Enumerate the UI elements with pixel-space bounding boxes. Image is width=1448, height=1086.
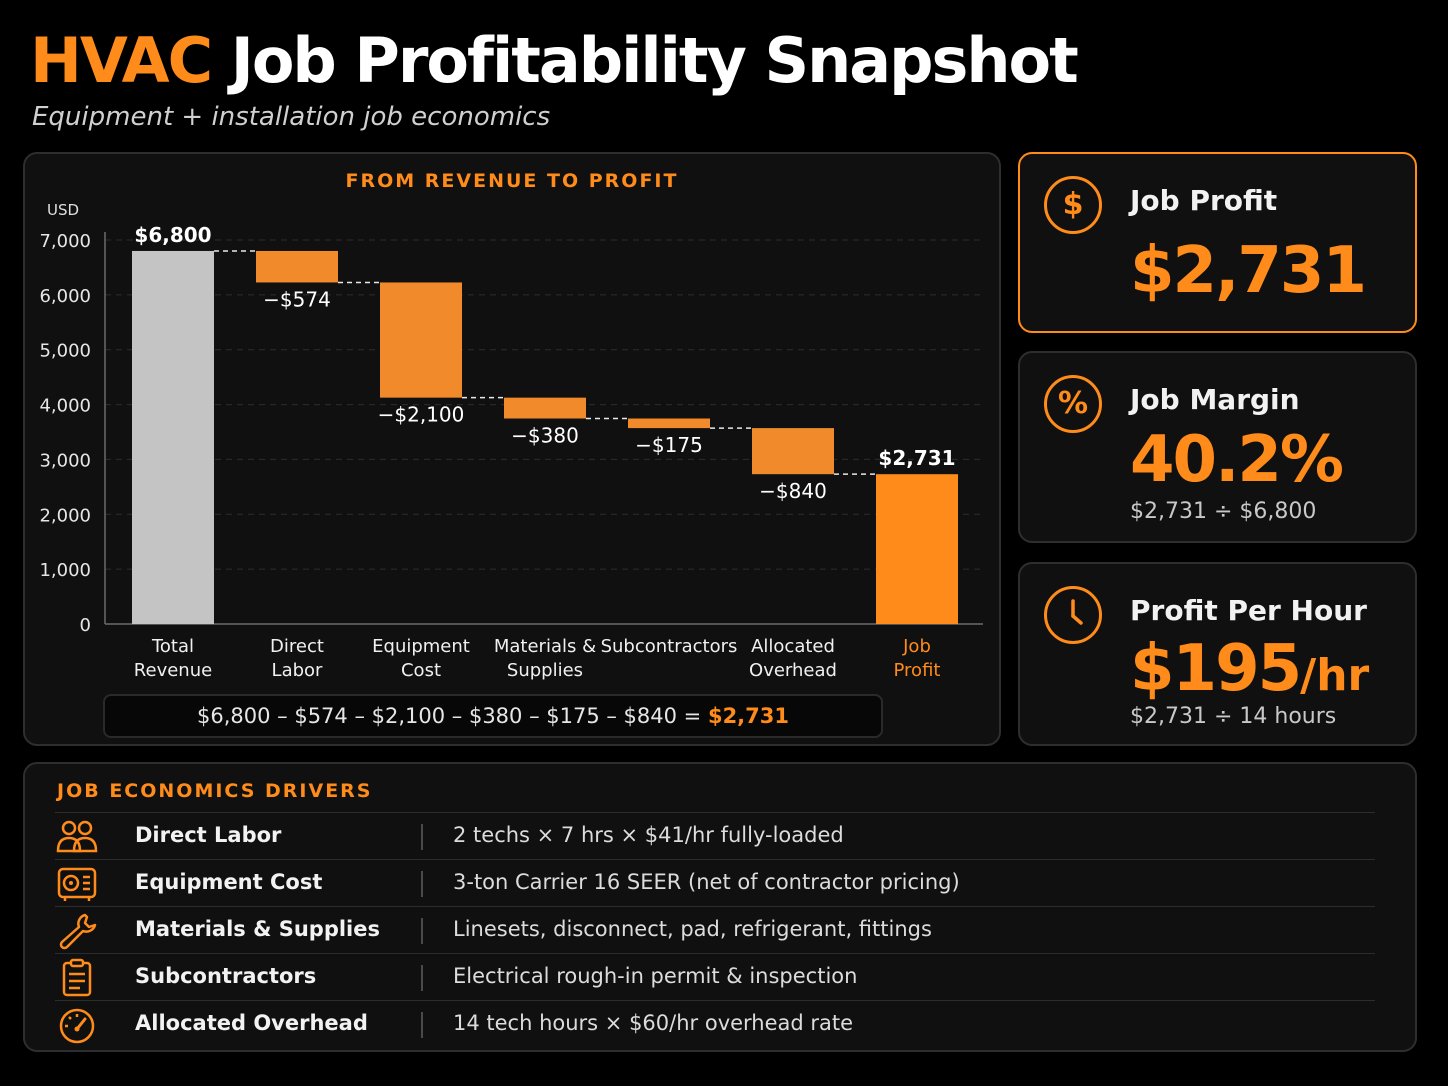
bar-allocated-overhead: [752, 428, 834, 475]
people-icon: [56, 820, 98, 853]
kpi-card-job-profit: $ Job Profit $2,731: [1018, 152, 1417, 333]
bar-direct-labor: [256, 250, 338, 283]
x-tick-label: Direct: [270, 636, 324, 657]
data-label: $2,731: [878, 446, 955, 470]
bar-materials-supplies: [504, 397, 586, 419]
data-label: $6,800: [134, 223, 211, 247]
formula-result: $2,731: [707, 704, 789, 728]
x-tick-label: Overhead: [749, 660, 837, 681]
chart-title: FROM REVENUE TO PROFIT: [345, 170, 679, 192]
driver-description: 2 techs × 7 hrs × $41/hr fully-loaded: [453, 823, 844, 847]
percent-icon: %: [1044, 375, 1102, 433]
x-tick-label: Revenue: [134, 660, 212, 681]
driver-name: Direct Labor: [135, 823, 282, 847]
y-tick-label: 7,000: [39, 231, 91, 252]
driver-row-direct-labor: Direct Labor 2 techs × 7 hrs × $41/hr fu…: [55, 812, 1375, 860]
data-label: −$2,100: [378, 403, 465, 427]
page-subtitle: Equipment + installation job economics: [32, 102, 551, 132]
kpi-label: Job Profit: [1130, 184, 1278, 217]
data-label: −$574: [263, 287, 331, 311]
y-tick-label: 3,000: [39, 450, 91, 471]
data-label: −$175: [635, 433, 703, 457]
data-label: −$840: [759, 479, 827, 503]
gauge-icon: [59, 1008, 95, 1044]
x-tick-label: Supplies: [507, 660, 583, 681]
kpi-card-profit-per-hour: Profit Per Hour $195/hr $2,731 ÷ 14 hour…: [1018, 562, 1417, 746]
page-title: HVAC Job Profitability Snapshot: [30, 24, 1079, 97]
bar-total-revenue: [132, 250, 214, 624]
divider: [421, 965, 423, 991]
driver-name: Equipment Cost: [135, 870, 323, 894]
kpi-value-number: $195: [1130, 632, 1302, 706]
title-rest: Job Profitability Snapshot: [230, 24, 1079, 97]
kpi-label: Profit Per Hour: [1130, 594, 1367, 627]
clipboard-icon: [62, 958, 92, 997]
drivers-panel: JOB ECONOMICS DRIVERS Direct Labor 2 tec…: [23, 762, 1417, 1052]
driver-name: Materials & Supplies: [135, 917, 380, 941]
kpi-subtext: $2,731 ÷ $6,800: [1130, 499, 1317, 524]
x-tick-label: Total: [151, 636, 194, 657]
wrench-icon: [59, 913, 97, 950]
x-tick-label: Labor: [272, 660, 323, 681]
waterfall-chart-panel: FROM REVENUE TO PROFIT USD 0 1,000 2,000 3,0…: [23, 152, 1001, 746]
driver-name: Allocated Overhead: [135, 1011, 368, 1035]
dollar-icon: $: [1044, 176, 1102, 234]
x-tick-label: Subcontractors: [601, 636, 738, 657]
x-tick-label: Allocated: [751, 636, 835, 657]
kpi-value: 40.2%: [1130, 423, 1344, 497]
divider: [421, 871, 423, 897]
y-tick-label: 1,000: [39, 560, 91, 581]
x-tick-label: Profit: [894, 660, 941, 681]
y-tick-label: 2,000: [39, 505, 91, 526]
title-accent: HVAC: [30, 24, 213, 97]
drivers-heading: JOB ECONOMICS DRIVERS: [57, 780, 373, 802]
driver-row-equipment-cost: Equipment Cost 3-ton Carrier 16 SEER (ne…: [55, 859, 1375, 907]
hvac-unit-icon: [57, 867, 97, 901]
y-axis-unit: USD: [47, 201, 79, 219]
kpi-value-unit: /hr: [1300, 650, 1370, 701]
driver-description: 14 tech hours × $60/hr overhead rate: [453, 1011, 854, 1035]
driver-row-subcontractors: Subcontractors Electrical rough-in permi…: [55, 953, 1375, 1001]
y-tick-label: 0: [80, 615, 91, 636]
waterfall-chart: USD 0 1,000 2,000 3,000 4,000 5,000 6,000 7,000 $…: [39, 201, 983, 681]
driver-row-overhead: Allocated Overhead 14 tech hours × $60/h…: [55, 1000, 1375, 1048]
driver-description: 3-ton Carrier 16 SEER (net of contractor…: [453, 870, 960, 894]
driver-description: Electrical rough-in permit & inspection: [453, 964, 858, 988]
bar-subcontractors: [628, 418, 710, 429]
x-tick-label: Materials &: [494, 636, 596, 657]
kpi-value: $2,731: [1130, 234, 1367, 308]
y-tick-label: 4,000: [39, 396, 91, 417]
data-label: −$380: [511, 424, 579, 448]
kpi-card-job-margin: % Job Margin 40.2% $2,731 ÷ $6,800: [1018, 351, 1417, 543]
kpi-subtext: $2,731 ÷ 14 hours: [1130, 704, 1337, 729]
divider: [421, 1012, 423, 1038]
clock-icon: [1044, 586, 1102, 644]
y-tick-label: 6,000: [39, 286, 91, 307]
formula-box: $6,800 – $574 – $2,100 – $380 – $175 – $…: [103, 694, 883, 738]
driver-description: Linesets, disconnect, pad, refrigerant, …: [453, 917, 932, 941]
kpi-value: $195/hr: [1130, 632, 1369, 706]
divider: [421, 918, 423, 944]
driver-name: Subcontractors: [135, 964, 317, 988]
driver-row-materials: Materials & Supplies Linesets, disconnec…: [55, 906, 1375, 954]
bar-job-profit: [876, 474, 958, 624]
kpi-label: Job Margin: [1130, 383, 1300, 416]
y-tick-label: 5,000: [39, 341, 91, 362]
formula-text: $6,800 – $574 – $2,100 – $380 – $175 – $…: [197, 704, 702, 728]
divider: [421, 824, 423, 850]
x-tick-label: Equipment: [372, 636, 470, 657]
x-tick-label: Job: [902, 636, 931, 657]
x-tick-label: Cost: [401, 660, 441, 681]
bar-equipment-cost: [380, 282, 462, 398]
